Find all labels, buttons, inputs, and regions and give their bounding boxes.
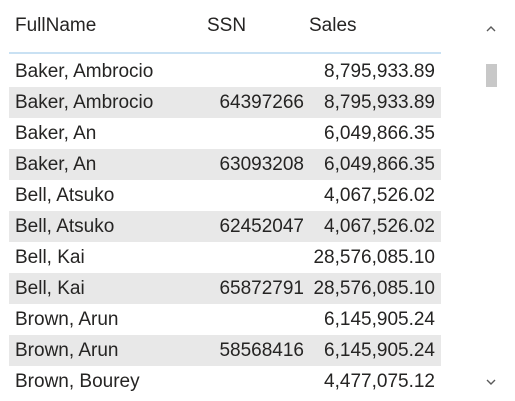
table-row[interactable]: Baker, An 63093208 6,049,866.35	[9, 149, 441, 180]
column-header-sales[interactable]: Sales	[309, 15, 357, 36]
chevron-up-icon	[486, 25, 496, 31]
table-row[interactable]: Brown, Arun 58568416 6,145,905.24	[9, 335, 441, 366]
table-visual: FullName SSN Sales Baker, Ambrocio 8,795…	[9, 0, 441, 401]
scroll-thumb[interactable]	[486, 64, 497, 87]
fullname-cell: Bell, Atsuko	[15, 216, 115, 237]
sales-cell: 4,067,526.02	[324, 185, 435, 206]
fullname-cell: Brown, Arun	[15, 340, 119, 361]
fullname-cell: Brown, Bourey	[15, 371, 140, 392]
column-header-fullname[interactable]: FullName	[15, 15, 97, 36]
sales-cell: 6,145,905.24	[324, 309, 435, 330]
table-row[interactable]: Brown, Bourey 4,477,075.12	[9, 366, 441, 397]
fullname-cell: Baker, Ambrocio	[15, 92, 154, 113]
ssn-cell: 63093208	[219, 154, 304, 175]
column-header-ssn[interactable]: SSN	[207, 15, 247, 36]
table-row[interactable]: Bell, Atsuko 62452047 4,067,526.02	[9, 211, 441, 242]
ssn-cell: 64397266	[219, 92, 304, 113]
sales-cell: 8,795,933.89	[324, 92, 435, 113]
chevron-down-icon	[486, 379, 496, 385]
sales-cell: 4,477,075.12	[324, 371, 435, 392]
table-header: FullName SSN Sales	[9, 0, 441, 54]
ssn-cell: 65872791	[219, 278, 304, 299]
fullname-cell: Bell, Kai	[15, 247, 85, 268]
sales-cell: 28,576,085.10	[313, 247, 435, 268]
sales-cell: 6,049,866.35	[324, 154, 435, 175]
table-row[interactable]: Baker, Ambrocio 8,795,933.89	[9, 56, 441, 87]
scroll-up-button[interactable]	[482, 20, 500, 36]
table-row[interactable]: Brown, Arun 6,145,905.24	[9, 304, 441, 335]
table-row[interactable]: Baker, Ambrocio 64397266 8,795,933.89	[9, 87, 441, 118]
ssn-cell: 58568416	[219, 340, 304, 361]
fullname-cell: Baker, An	[15, 154, 97, 175]
table-row[interactable]: Bell, Atsuko 4,067,526.02	[9, 180, 441, 211]
sales-cell: 6,145,905.24	[324, 340, 435, 361]
sales-cell: 6,049,866.35	[324, 123, 435, 144]
sales-cell: 4,067,526.02	[324, 216, 435, 237]
sales-cell: 28,576,085.10	[313, 278, 435, 299]
scroll-down-button[interactable]	[482, 374, 500, 390]
ssn-cell: 62452047	[219, 216, 304, 237]
fullname-cell: Baker, An	[15, 123, 97, 144]
vertical-scrollbar[interactable]	[482, 10, 500, 401]
table-row[interactable]: Bell, Kai 28,576,085.10	[9, 242, 441, 273]
fullname-cell: Bell, Atsuko	[15, 185, 115, 206]
fullname-cell: Baker, Ambrocio	[15, 61, 154, 82]
table-row[interactable]: Bell, Kai 65872791 28,576,085.10	[9, 273, 441, 304]
fullname-cell: Brown, Arun	[15, 309, 119, 330]
sales-cell: 8,795,933.89	[324, 61, 435, 82]
fullname-cell: Bell, Kai	[15, 278, 85, 299]
table-row[interactable]: Baker, An 6,049,866.35	[9, 118, 441, 149]
